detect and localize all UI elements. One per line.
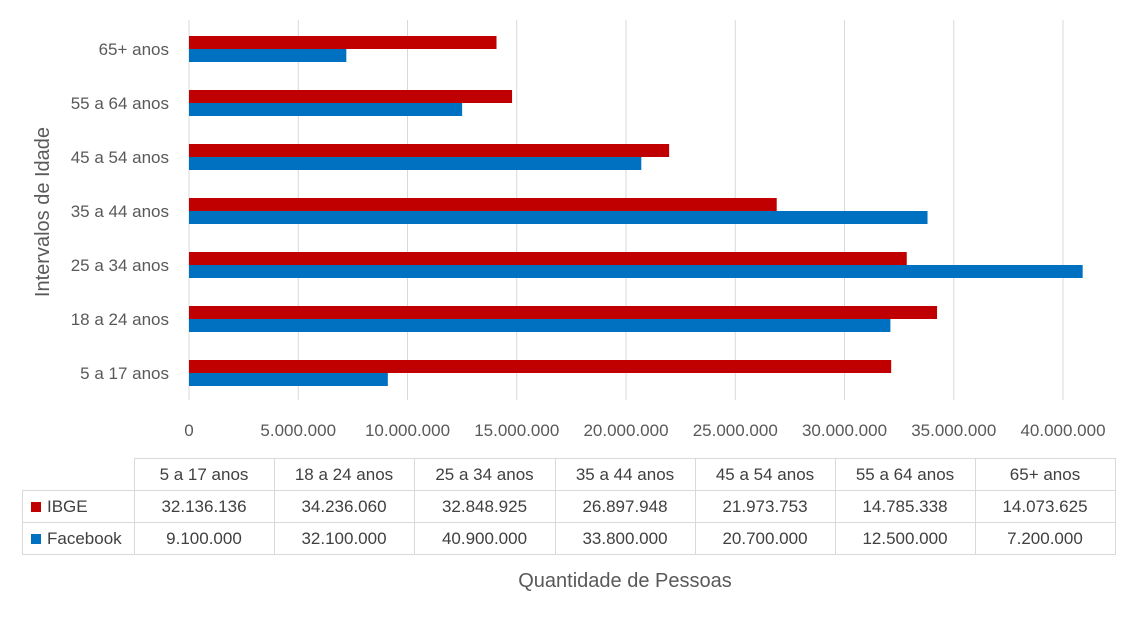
table-cell: 7.200.000	[974, 522, 1116, 555]
x-tick-label: 25.000.000	[693, 421, 778, 440]
category-label: 35 a 44 anos	[71, 202, 169, 221]
x-tick-label: 5.000.000	[260, 421, 336, 440]
bar-ibge-0	[189, 360, 892, 373]
bar-ibge-2	[189, 252, 907, 265]
table-cell: 14.785.338	[834, 490, 976, 523]
bar-facebook-0	[189, 373, 388, 386]
table-row: Facebook 9.100.000 32.100.000 40.900.000 33.…	[22, 522, 1116, 555]
bar-ibge-5	[189, 90, 513, 103]
x-tick-label: 20.000.000	[583, 421, 668, 440]
bars	[189, 36, 1083, 386]
table-column-header: 5 a 17 anos	[133, 458, 275, 491]
table-header-row: 5 a 17 anos 18 a 24 anos 25 a 34 anos 35 a …	[23, 458, 1116, 491]
table-column-header: 65+ anos	[974, 458, 1116, 491]
category-label: 18 a 24 anos	[71, 310, 169, 329]
table-column-header: 45 a 54 anos	[694, 458, 836, 491]
table-column-header: 55 a 64 anos	[834, 458, 976, 491]
bar-facebook-6	[189, 49, 347, 62]
legend-key-ibge	[31, 501, 41, 512]
table-cell: 12.500.000	[834, 522, 976, 555]
bar-facebook-4	[189, 157, 642, 170]
table-column-header: 35 a 44 anos	[554, 458, 696, 491]
table-corner	[23, 459, 135, 491]
x-tick-label: 30.000.000	[802, 421, 887, 440]
bar-facebook-2	[189, 265, 1083, 278]
x-tick-label: 35.000.000	[911, 421, 996, 440]
legend-label: IBGE	[47, 496, 88, 516]
table-column-header: 25 a 34 anos	[413, 458, 556, 491]
legend-key-facebook	[31, 533, 41, 544]
table-cell: 32.100.000	[273, 522, 415, 555]
legend-label: Facebook	[47, 528, 122, 548]
table-row: IBGE 32.136.136 34.236.060 32.848.925 26.897…	[22, 490, 1116, 523]
table-cell: 21.973.753	[694, 490, 836, 523]
bar-ibge-4	[189, 144, 670, 157]
table-cell: 9.100.000	[133, 522, 275, 555]
category-label: 25 a 34 anos	[71, 256, 169, 275]
table-cell: 33.800.000	[554, 522, 696, 555]
table-cell: 14.073.625	[974, 490, 1116, 523]
x-tick-labels: 0 5.000.000 10.000.000 15.000.000 20.000.000…	[184, 421, 1105, 440]
table-cell: 40.900.000	[413, 522, 556, 555]
table-cell: 20.700.000	[694, 522, 836, 555]
category-labels: 5 a 17 anos 18 a 24 anos 25 a 34 anos 35 a …	[71, 40, 169, 383]
table-cell: 34.236.060	[273, 490, 415, 523]
table-row-header: Facebook	[22, 522, 135, 555]
y-axis-title: Intervalos de Idade	[32, 127, 54, 297]
category-label: 5 a 17 anos	[80, 364, 169, 383]
data-table: 5 a 17 anos 18 a 24 anos 25 a 34 anos 35 a …	[22, 458, 1116, 555]
bar-facebook-1	[189, 319, 891, 332]
table-column-header: 18 a 24 anos	[273, 458, 415, 491]
table-row-header: IBGE	[22, 490, 135, 523]
table-cell: 32.136.136	[133, 490, 275, 523]
x-tick-label: 10.000.000	[365, 421, 450, 440]
x-axis-title: Quantidade de Pessoas	[518, 570, 732, 592]
bar-ibge-6	[189, 36, 497, 49]
x-tick-label: 0	[184, 421, 193, 440]
table-cell: 26.897.948	[554, 490, 696, 523]
category-label: 45 a 54 anos	[71, 148, 169, 167]
bar-ibge-3	[189, 198, 777, 211]
table-cell: 32.848.925	[413, 490, 556, 523]
bar-facebook-3	[189, 211, 928, 224]
bar-facebook-5	[189, 103, 463, 116]
category-label: 55 a 64 anos	[71, 94, 169, 113]
x-tick-label: 40.000.000	[1020, 421, 1105, 440]
bar-ibge-1	[189, 306, 938, 319]
category-label: 65+ anos	[99, 40, 169, 59]
x-tick-label: 15.000.000	[474, 421, 559, 440]
bar-chart: 5 a 17 anos 18 a 24 anos 25 a 34 anos 35 a …	[32, 20, 1106, 440]
